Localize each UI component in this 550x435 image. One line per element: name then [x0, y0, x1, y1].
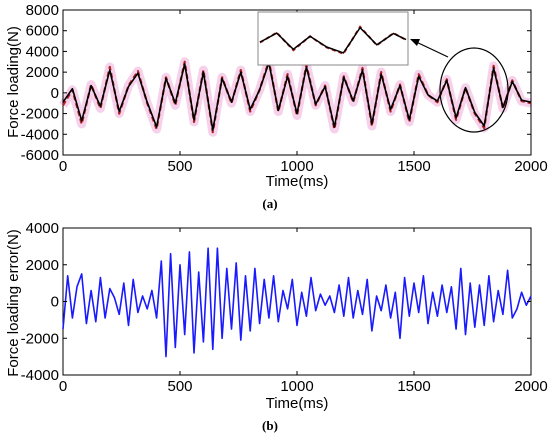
b-xtick-label: 500 [167, 378, 192, 395]
zoom-arrow-head [410, 39, 420, 46]
series-a [62, 59, 532, 134]
a-xtick-label: 0 [59, 158, 67, 175]
ticks-a: 0 500 1000 1500 2000 -6000 -4000 -2000 0 2000 4000… [21, 2, 548, 175]
a-ytick-label: 8000 [26, 2, 59, 19]
pink-band [59, 56, 532, 137]
axes-b-frame [62, 227, 532, 376]
ticks-b: 0 500 1000 1500 2000 -4000 -2000 0 2000 4000 [21, 220, 548, 395]
reference-noise-band [59, 56, 532, 137]
caption-b: (b) [262, 418, 278, 433]
a-ytick-label: 0 [51, 85, 59, 102]
ylabel-b: Force loading error(N) [5, 229, 22, 377]
a-ytick-label: 2000 [26, 64, 59, 81]
b-series-line-0 [62, 247, 532, 358]
b-ytick-label: 2000 [26, 257, 59, 274]
a-ytick-label: 4000 [26, 43, 59, 60]
caption-a: (a) [262, 196, 277, 211]
a-ytick-label: -6000 [21, 147, 59, 164]
a-xtick-label: 500 [167, 158, 192, 175]
b-ytick-label: -4000 [21, 367, 59, 384]
a-ytick-label: 6000 [26, 23, 59, 40]
b-xtick-label: 2000 [514, 378, 547, 395]
b-ytick-label: 4000 [26, 220, 59, 237]
inset-series [259, 25, 407, 56]
panel-b: 0 500 1000 1500 2000 -4000 -2000 0 2000 4000 Forc… [5, 220, 548, 433]
a-series-line-1 [62, 61, 532, 131]
xlabel-b: Time(ms) [266, 395, 329, 412]
series-b [62, 247, 532, 358]
b-xtick-label: 1000 [280, 378, 313, 395]
xlabel-a: Time(ms) [266, 173, 329, 190]
inset-series-line-1 [259, 26, 407, 54]
b-ytick-label: -2000 [21, 330, 59, 347]
b-xtick-label: 0 [59, 378, 67, 395]
a-xtick-label: 1500 [397, 158, 430, 175]
a-ytick-label: -2000 [21, 106, 59, 123]
a-xtick-label: 2000 [514, 158, 547, 175]
zoom-circle [439, 47, 509, 133]
a-xtick-label: 1000 [280, 158, 313, 175]
ylabel-a: Force loading(N) [5, 26, 22, 138]
b-ytick-label: 0 [51, 294, 59, 311]
a-ytick-label: -4000 [21, 126, 59, 143]
panel-a: 0 500 1000 1500 2000 -6000 -4000 -2000 0 2000 4000… [5, 2, 548, 211]
b-xtick-label: 1500 [397, 378, 430, 395]
